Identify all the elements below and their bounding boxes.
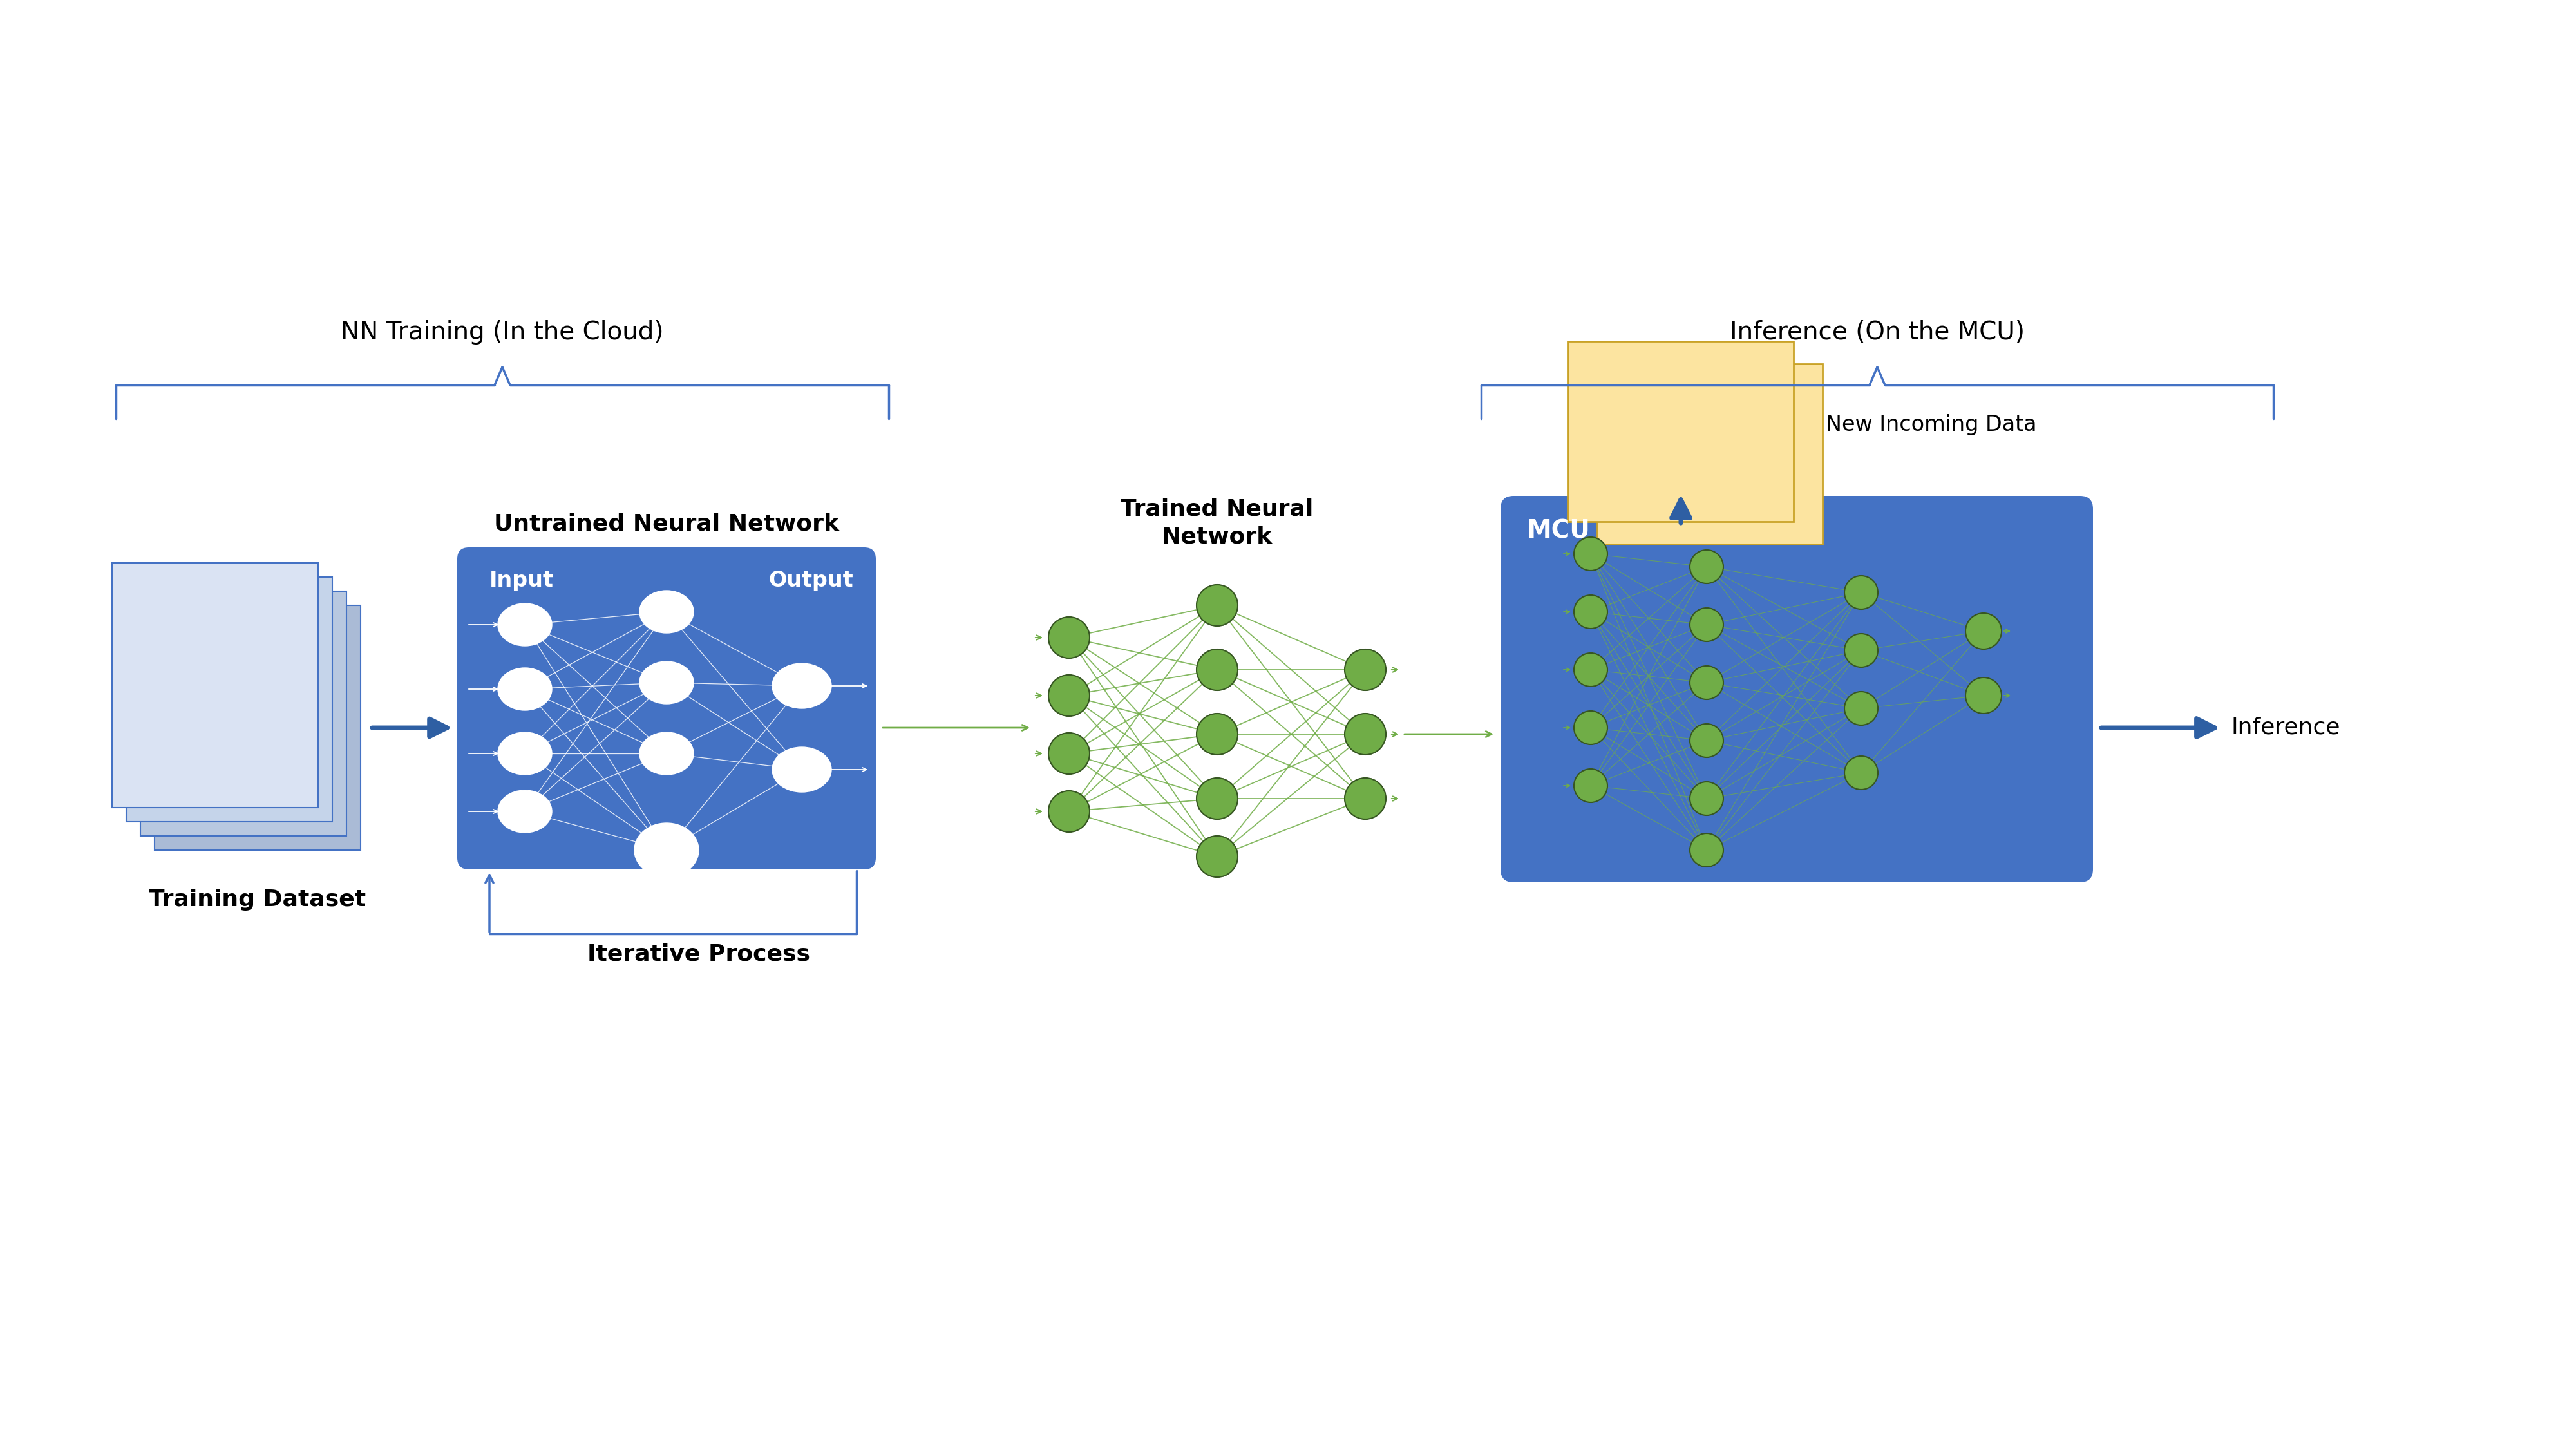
Text: New Incoming Data: New Incoming Data — [1826, 414, 2038, 436]
Circle shape — [1690, 782, 1723, 816]
Text: Inference (On the MCU): Inference (On the MCU) — [1731, 320, 2025, 345]
Circle shape — [1574, 653, 1607, 687]
Circle shape — [1195, 713, 1236, 755]
Circle shape — [1195, 649, 1236, 690]
Circle shape — [1574, 711, 1607, 745]
Text: Untrained Neural Network: Untrained Neural Network — [495, 513, 840, 535]
Circle shape — [1195, 836, 1236, 877]
Circle shape — [1048, 617, 1090, 658]
Circle shape — [1574, 596, 1607, 629]
Bar — [139, 591, 345, 836]
Circle shape — [1345, 649, 1386, 690]
Ellipse shape — [497, 790, 551, 833]
FancyBboxPatch shape — [459, 548, 876, 869]
Text: Input: Input — [489, 569, 554, 591]
Circle shape — [1690, 833, 1723, 867]
Ellipse shape — [634, 823, 698, 877]
Bar — [113, 562, 319, 807]
Circle shape — [1844, 691, 1878, 724]
Circle shape — [1690, 667, 1723, 700]
Circle shape — [1844, 756, 1878, 790]
Text: Training Dataset: Training Dataset — [149, 888, 366, 910]
Text: MCU: MCU — [1525, 519, 1589, 543]
Ellipse shape — [497, 603, 551, 646]
Circle shape — [1048, 675, 1090, 716]
Circle shape — [1048, 733, 1090, 774]
Text: Iterative Process: Iterative Process — [587, 943, 809, 965]
Ellipse shape — [639, 661, 693, 704]
Circle shape — [1345, 713, 1386, 755]
Ellipse shape — [497, 732, 551, 775]
Circle shape — [1574, 538, 1607, 571]
Bar — [1597, 364, 1824, 545]
Circle shape — [1195, 585, 1236, 626]
Circle shape — [1048, 791, 1090, 832]
Circle shape — [1574, 769, 1607, 803]
Circle shape — [1345, 778, 1386, 819]
FancyBboxPatch shape — [1499, 496, 2092, 882]
Circle shape — [1690, 609, 1723, 642]
Ellipse shape — [773, 664, 832, 709]
Circle shape — [1844, 633, 1878, 667]
Text: NN Training (In the Cloud): NN Training (In the Cloud) — [340, 320, 665, 345]
Circle shape — [1195, 778, 1236, 819]
Circle shape — [1690, 724, 1723, 758]
Bar — [126, 577, 332, 822]
Text: Output: Output — [768, 569, 853, 591]
Ellipse shape — [497, 668, 551, 710]
Ellipse shape — [639, 732, 693, 775]
Circle shape — [1844, 575, 1878, 609]
Circle shape — [1690, 551, 1723, 584]
Text: Trained Neural
Network: Trained Neural Network — [1121, 498, 1314, 548]
Circle shape — [1965, 613, 2002, 649]
Ellipse shape — [773, 748, 832, 793]
Text: Inference: Inference — [2231, 717, 2342, 739]
Circle shape — [1965, 678, 2002, 713]
Bar — [155, 606, 361, 851]
Bar — [1569, 342, 1793, 522]
Ellipse shape — [639, 591, 693, 633]
